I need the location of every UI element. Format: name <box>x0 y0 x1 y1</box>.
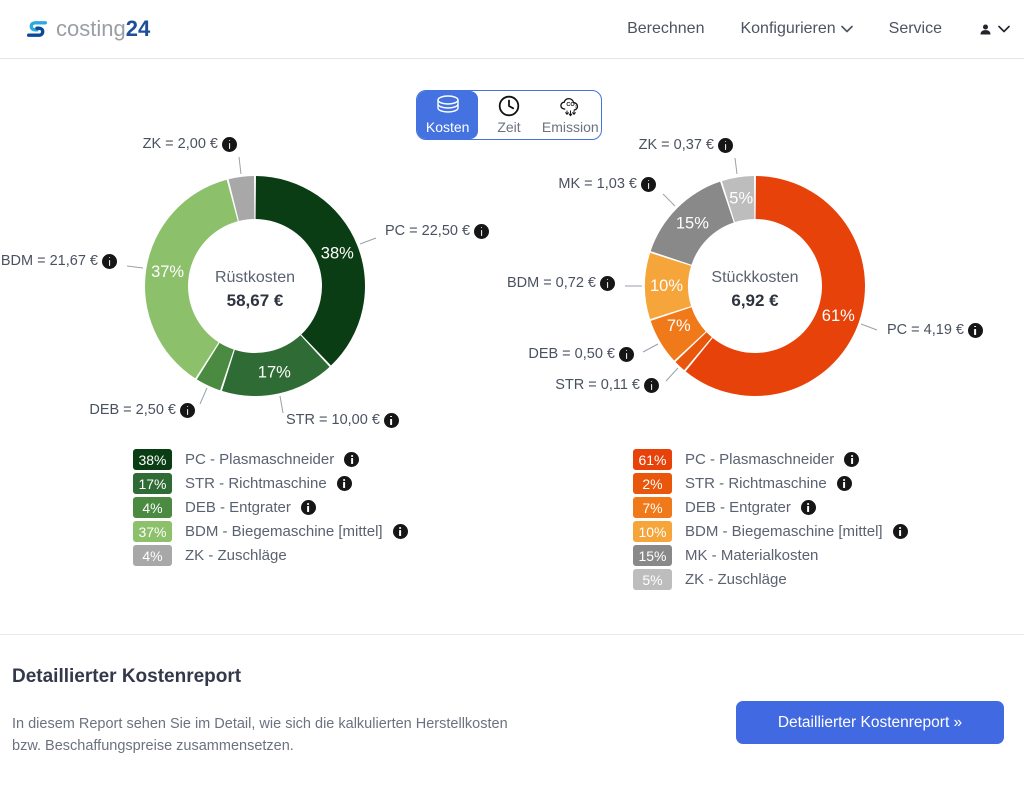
svg-text:38%: 38% <box>321 244 354 262</box>
svg-text:17%: 17% <box>258 363 291 381</box>
svg-text:5%: 5% <box>729 190 753 208</box>
svg-text:61%: 61% <box>822 307 855 325</box>
svg-text:CO: CO <box>566 102 575 108</box>
svg-text:6,92 €: 6,92 € <box>731 291 779 310</box>
svg-text:58,67 €: 58,67 € <box>227 291 284 310</box>
svg-text:15%: 15% <box>676 214 709 232</box>
svg-text:Stückkosten: Stückkosten <box>711 269 798 286</box>
svg-text:7%: 7% <box>667 317 691 335</box>
svg-text:Rüstkosten: Rüstkosten <box>215 269 295 286</box>
svg-text:37%: 37% <box>151 263 184 281</box>
svg-text:10%: 10% <box>650 277 683 295</box>
svg-text:2: 2 <box>575 104 577 108</box>
